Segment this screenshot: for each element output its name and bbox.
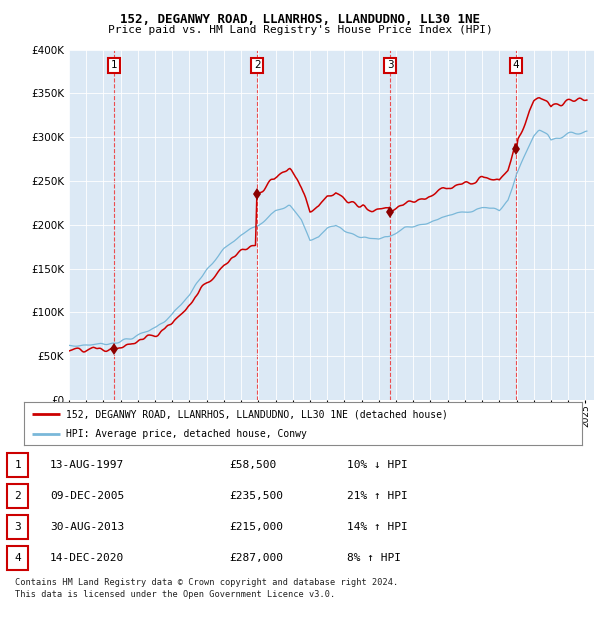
Text: 13-AUG-1997: 13-AUG-1997	[50, 460, 124, 470]
Bar	[7, 515, 28, 539]
Text: 09-DEC-2005: 09-DEC-2005	[50, 491, 124, 501]
Text: £235,500: £235,500	[229, 491, 283, 501]
Bar	[7, 546, 28, 570]
Text: 14% ↑ HPI: 14% ↑ HPI	[347, 522, 408, 532]
Text: Contains HM Land Registry data © Crown copyright and database right 2024.: Contains HM Land Registry data © Crown c…	[15, 578, 398, 587]
Text: 152, DEGANWY ROAD, LLANRHOS, LLANDUDNO, LL30 1NE (detached house): 152, DEGANWY ROAD, LLANRHOS, LLANDUDNO, …	[66, 409, 448, 419]
Text: 30-AUG-2013: 30-AUG-2013	[50, 522, 124, 532]
Text: 8% ↑ HPI: 8% ↑ HPI	[347, 553, 401, 563]
Text: 2: 2	[254, 60, 260, 70]
Text: 21% ↑ HPI: 21% ↑ HPI	[347, 491, 408, 501]
Text: 1: 1	[111, 60, 118, 70]
Text: 10% ↓ HPI: 10% ↓ HPI	[347, 460, 408, 470]
Text: £58,500: £58,500	[229, 460, 277, 470]
Text: This data is licensed under the Open Government Licence v3.0.: This data is licensed under the Open Gov…	[15, 590, 335, 600]
Text: 4: 4	[512, 60, 519, 70]
Text: HPI: Average price, detached house, Conwy: HPI: Average price, detached house, Conw…	[66, 428, 307, 438]
Text: 3: 3	[14, 522, 21, 532]
Text: £287,000: £287,000	[229, 553, 283, 563]
Text: 4: 4	[14, 553, 21, 563]
Bar	[7, 453, 28, 477]
Text: Price paid vs. HM Land Registry's House Price Index (HPI): Price paid vs. HM Land Registry's House …	[107, 25, 493, 35]
Text: 3: 3	[387, 60, 394, 70]
Text: 1: 1	[14, 460, 21, 470]
Text: 14-DEC-2020: 14-DEC-2020	[50, 553, 124, 563]
Text: £215,000: £215,000	[229, 522, 283, 532]
Text: 2: 2	[14, 491, 21, 501]
Bar	[7, 484, 28, 508]
Text: 152, DEGANWY ROAD, LLANRHOS, LLANDUDNO, LL30 1NE: 152, DEGANWY ROAD, LLANRHOS, LLANDUDNO, …	[120, 13, 480, 26]
